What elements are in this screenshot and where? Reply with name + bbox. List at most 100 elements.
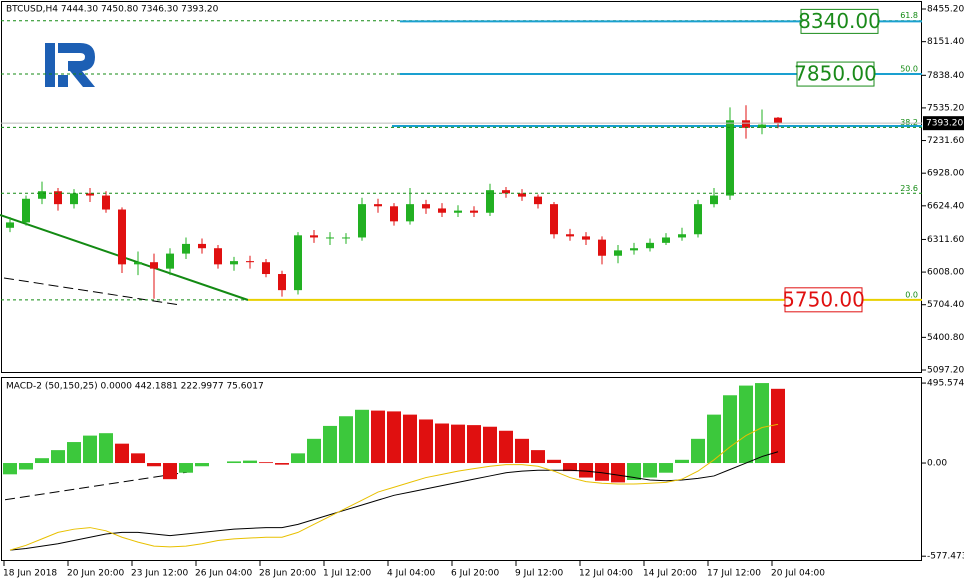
candle-body <box>678 234 686 238</box>
histogram-bar <box>627 463 641 480</box>
y-tick-label: 495.5748 <box>927 379 964 389</box>
histogram-bar <box>419 419 433 464</box>
histogram-bar <box>563 463 577 472</box>
histogram-bar <box>387 411 401 464</box>
histogram-bar <box>467 425 481 464</box>
chart-title: BTCUSD,H4 7444.30 7450.80 7346.30 7393.2… <box>6 5 219 15</box>
candle-body <box>326 237 334 239</box>
y-tick-label: 7231.60 <box>927 136 964 146</box>
candle-body <box>630 248 638 251</box>
logo-part <box>45 43 55 87</box>
histogram-bar <box>723 395 737 464</box>
candle-body <box>598 239 606 256</box>
target-box <box>796 61 875 87</box>
histogram-bar <box>771 388 785 464</box>
candle-body <box>758 124 766 128</box>
candle-body <box>86 193 94 196</box>
candle-body <box>134 262 142 265</box>
candle-body <box>214 248 222 265</box>
histogram-bar <box>483 426 497 464</box>
y-tick-label: 0.00 <box>927 459 947 469</box>
y-tick-label: 5400.80 <box>927 333 964 343</box>
fib-label: 23.6 <box>900 184 918 193</box>
histogram-bar <box>659 463 673 473</box>
x-tick-label: 18 Jun 2018 <box>3 569 57 579</box>
indicator-line <box>9 451 779 551</box>
histogram-bar <box>275 463 289 465</box>
histogram-bar <box>403 414 417 464</box>
fib-label: 50.0 <box>900 65 918 74</box>
histogram-bar <box>691 438 705 464</box>
candle-body <box>198 243 206 249</box>
candle-body <box>486 190 494 213</box>
main-frame <box>1 1 922 373</box>
histogram-bar <box>707 414 721 464</box>
x-tick-label: 26 Jun 04:00 <box>195 569 252 579</box>
histogram-bar <box>323 425 337 464</box>
histogram-bar <box>371 410 385 464</box>
candle-body <box>742 120 750 128</box>
histogram-bar <box>515 438 529 464</box>
histogram-bar <box>579 463 593 478</box>
histogram-bar <box>435 423 449 464</box>
y-tick-label: 6008.00 <box>927 268 964 278</box>
candle-body <box>438 208 446 213</box>
histogram-bar <box>83 435 97 464</box>
candle-body <box>614 250 622 256</box>
indicator-title: MACD-2 (50,150,25) 0.0000 442.1881 222.9… <box>6 382 264 392</box>
y-tick-label: -577.4735 <box>927 552 964 562</box>
x-tick-label: 12 Jul 04:00 <box>579 569 633 579</box>
histogram-bar <box>531 450 545 464</box>
logo-part <box>58 43 95 87</box>
histogram-bar <box>19 463 33 470</box>
candle-body <box>534 196 542 205</box>
candle-body <box>166 253 174 269</box>
last-price-label: 7393.20 <box>926 119 963 129</box>
histogram-bar <box>339 416 353 464</box>
candle-body <box>710 195 718 205</box>
candle-body <box>358 204 366 238</box>
candle-body <box>294 235 302 291</box>
histogram-bar <box>291 453 305 464</box>
y-tick-label: 8455.20 <box>927 4 964 14</box>
histogram-bar <box>611 463 625 483</box>
y-tick-label: 8151.40 <box>927 37 964 47</box>
trend-line <box>4 471 188 501</box>
candle-body <box>550 204 558 235</box>
x-tick-label: 28 Jun 20:00 <box>259 569 316 579</box>
histogram-bar <box>67 442 81 464</box>
target-label: 7850.00 <box>794 62 877 86</box>
histogram-bar <box>147 463 161 467</box>
y-tick-label: 6624.40 <box>927 201 964 211</box>
candle-body <box>310 235 318 238</box>
candle-body <box>694 204 702 235</box>
x-tick-label: 23 Jun 12:00 <box>131 569 188 579</box>
candle-body <box>374 204 382 207</box>
candle-body <box>54 191 62 205</box>
candle-body <box>582 236 590 240</box>
x-tick-label: 4 Jul 04:00 <box>387 569 436 579</box>
y-tick-label: 5704.40 <box>927 300 964 310</box>
candle-body <box>150 262 158 269</box>
candle-body <box>6 222 14 228</box>
histogram-bar <box>131 453 145 464</box>
candle-body <box>230 261 238 265</box>
histogram-bar <box>163 463 177 480</box>
candle-body <box>118 209 126 265</box>
y-tick-label: 6928.00 <box>927 169 964 179</box>
candle-body <box>470 210 478 213</box>
histogram-bar <box>547 459 561 464</box>
fib-label: 38.2 <box>900 118 918 127</box>
indicator-line <box>9 423 779 551</box>
candle-body <box>726 120 734 196</box>
x-tick-label: 20 Jun 20:00 <box>67 569 124 579</box>
histogram-bar <box>3 463 17 475</box>
candle-body <box>422 204 430 209</box>
candle-body <box>246 261 254 263</box>
x-tick-label: 6 Jul 20:00 <box>451 569 500 579</box>
candle-body <box>566 234 574 237</box>
candle-body <box>262 262 270 275</box>
candle-body <box>22 198 30 223</box>
